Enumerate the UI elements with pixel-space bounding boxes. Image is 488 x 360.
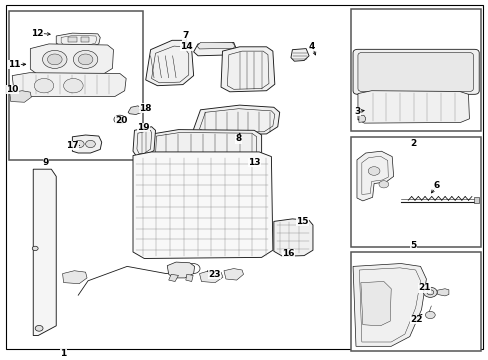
Polygon shape [199,271,223,283]
Text: 22: 22 [409,315,422,324]
Polygon shape [197,42,234,49]
Polygon shape [357,91,468,123]
Text: 12: 12 [31,29,44,37]
Circle shape [63,78,83,93]
Bar [350,9,480,131]
Polygon shape [12,73,126,96]
Text: 9: 9 [42,158,49,167]
Polygon shape [167,262,194,278]
Circle shape [85,140,95,148]
Text: 21: 21 [417,284,430,292]
Polygon shape [150,130,261,163]
Bar [350,252,480,351]
Circle shape [34,78,54,93]
Polygon shape [193,105,279,135]
Polygon shape [290,49,308,61]
Polygon shape [193,42,236,56]
Text: 6: 6 [433,181,439,190]
Text: 4: 4 [308,41,315,50]
Polygon shape [360,282,390,326]
Polygon shape [168,274,178,282]
Polygon shape [133,127,155,156]
Bar [350,137,480,247]
Polygon shape [72,135,102,153]
Polygon shape [62,271,87,284]
Circle shape [378,181,388,188]
Text: 3: 3 [354,107,360,116]
Bar [68,37,77,42]
Circle shape [114,115,125,124]
Text: 10: 10 [6,85,19,94]
Text: 17: 17 [66,141,79,150]
Polygon shape [224,269,243,280]
Text: 7: 7 [182,31,189,40]
Polygon shape [358,115,365,122]
Circle shape [78,54,93,65]
Text: 18: 18 [139,104,152,112]
Polygon shape [30,44,113,74]
Text: 16: 16 [282,249,294,258]
Text: 15: 15 [295,217,308,226]
Polygon shape [356,151,393,201]
Polygon shape [133,152,272,258]
FancyBboxPatch shape [352,49,478,94]
Polygon shape [56,33,100,47]
Text: 8: 8 [235,134,241,143]
Circle shape [367,167,379,175]
Text: 23: 23 [207,270,220,279]
Circle shape [32,246,38,251]
Polygon shape [273,219,312,256]
FancyBboxPatch shape [357,53,472,91]
Text: 11: 11 [8,60,21,69]
Text: 2: 2 [409,139,415,148]
Polygon shape [33,169,56,336]
Circle shape [423,287,436,297]
Polygon shape [352,264,426,346]
Text: 14: 14 [180,41,193,50]
Bar [473,197,478,203]
Circle shape [73,50,98,68]
Polygon shape [437,289,448,296]
Text: 19: 19 [137,123,149,132]
Text: 5: 5 [409,241,415,250]
Circle shape [425,311,434,319]
Polygon shape [145,40,193,86]
Text: 1: 1 [61,349,66,358]
Bar [9,11,143,160]
Polygon shape [185,274,193,282]
Circle shape [42,50,67,68]
Polygon shape [10,91,31,102]
Polygon shape [128,106,142,114]
Polygon shape [221,47,274,92]
Circle shape [74,140,84,148]
Bar [81,37,89,42]
Text: 13: 13 [247,158,260,167]
Circle shape [35,325,43,331]
Circle shape [47,54,62,65]
Text: 20: 20 [115,116,127,125]
